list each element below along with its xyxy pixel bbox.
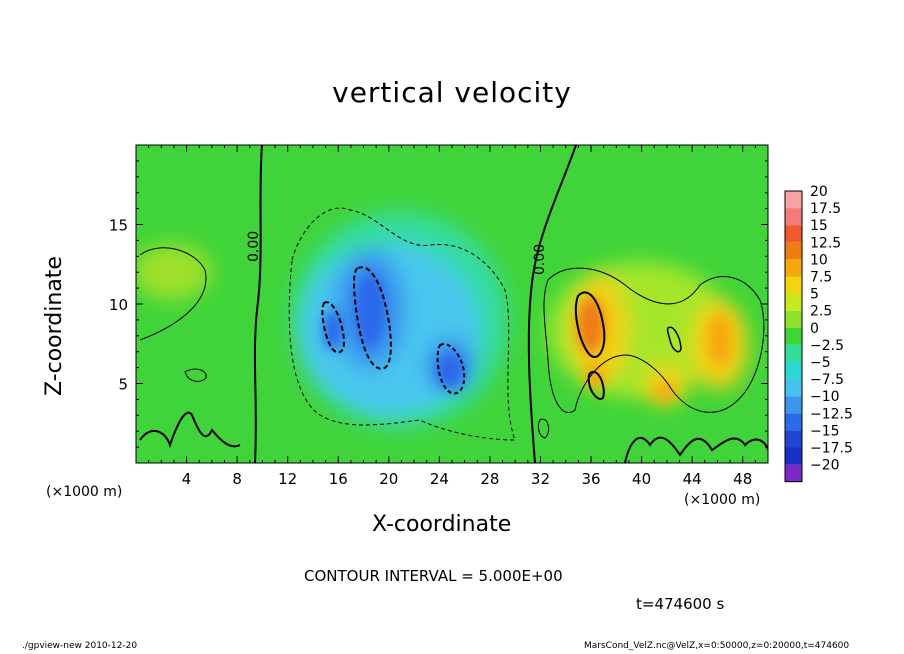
colorbar-swatch — [785, 276, 802, 294]
y-axis: 5 10 15 — [109, 160, 768, 448]
y-axis-label: Z-coordinate — [42, 256, 67, 396]
contour-minus10-a — [353, 266, 392, 370]
colorbar-label: 0 — [810, 321, 819, 337]
colorbar-swatch — [785, 293, 802, 311]
colorbar-label: 5 — [810, 287, 819, 303]
y-tick-label: 10 — [109, 296, 128, 314]
time-label: t=474600 s — [636, 595, 725, 613]
contour-plus5-upper — [543, 267, 765, 413]
colorbar-swatch — [785, 259, 802, 277]
x-tick-label: 40 — [632, 470, 651, 488]
x-tick-label: 16 — [329, 470, 348, 488]
colorbar-label: −10 — [810, 389, 840, 405]
colorbar-label: −12.5 — [810, 406, 853, 422]
contour-small-loop — [184, 368, 207, 382]
x-tick-label: 32 — [531, 470, 550, 488]
x-unit-left: (×1000 m) — [46, 484, 123, 500]
x-axis-label: X-coordinate — [372, 512, 512, 537]
contour-plus10-b — [587, 370, 605, 400]
contour-interval-label: CONTOUR INTERVAL = 5.000E+00 — [304, 567, 563, 585]
colorbar-label: 7.5 — [810, 270, 832, 286]
colorbar-swatch — [785, 242, 802, 260]
contour-surface-right2 — [624, 436, 768, 463]
contour-minus10-b — [321, 301, 346, 354]
x-tick-label: 12 — [278, 470, 297, 488]
colorbar-label: 2.5 — [810, 304, 832, 320]
contour-plus10 — [574, 291, 606, 358]
y-tick-label: 5 — [118, 376, 128, 394]
x-axis: 4 8 12 16 20 24 28 32 36 40 44 48 — [148, 145, 756, 488]
colorbar-swatch — [785, 413, 802, 431]
x-tick-label: 28 — [480, 470, 499, 488]
colorbar-label: −17.5 — [810, 441, 853, 457]
colorbar-swatch — [785, 379, 802, 397]
contour-surface-left — [139, 411, 241, 449]
colorbar-label: −7.5 — [810, 372, 844, 388]
x-tick-label: 4 — [182, 470, 192, 488]
contour-small-right — [666, 326, 682, 353]
colorbar-swatch — [785, 191, 802, 209]
colorbar-swatch — [785, 225, 802, 243]
x-tick-label: 24 — [430, 470, 449, 488]
zero-contour-right — [527, 145, 577, 463]
contour-plus5-left — [139, 247, 207, 341]
contour-minus5 — [288, 207, 516, 441]
x-tick-label: 48 — [733, 470, 752, 488]
colorbar-label: 20 — [810, 184, 828, 200]
colorbar-swatch — [785, 464, 802, 482]
x-unit-right: (×1000 m) — [684, 492, 761, 508]
colorbar-label: 15 — [810, 218, 828, 234]
footer-right: MarsCond_VelZ.nc@VelZ,x=0:50000,z=0:2000… — [584, 641, 850, 651]
x-tick-label: 36 — [581, 470, 600, 488]
colorbar-swatch — [785, 208, 802, 226]
contour-label-right: 0.00 — [532, 244, 548, 275]
colorbar-swatch — [785, 396, 802, 414]
y-tick-label: 15 — [109, 217, 128, 235]
colorbar-label: 17.5 — [810, 201, 841, 217]
contour-surface-right — [537, 418, 550, 439]
colorbar-label: −15 — [810, 423, 840, 439]
colorbar-label: −5 — [810, 355, 831, 371]
colorbar-label: 12.5 — [810, 235, 841, 251]
contour-lines — [139, 145, 768, 463]
x-tick-label: 44 — [683, 470, 702, 488]
x-tick-label: 8 — [232, 470, 242, 488]
x-tick-label: 20 — [379, 470, 398, 488]
colorbar-swatch — [785, 430, 802, 448]
colorbar-label: 10 — [810, 252, 828, 268]
contour-label-left: 0.00 — [246, 231, 262, 262]
colorbar-swatch — [785, 327, 802, 345]
colorbar-label: −20 — [810, 458, 840, 474]
colorbar-swatch — [785, 310, 802, 328]
colorbar-swatch — [785, 447, 802, 465]
chart-title: vertical velocity — [332, 76, 572, 109]
zero-contour-left — [253, 145, 263, 463]
contour-minus10-c — [436, 343, 466, 395]
colorbar-swatch — [785, 344, 802, 362]
footer-left: ./gpview-new 2010-12-20 — [22, 641, 138, 651]
colorbar-swatch — [785, 362, 802, 380]
colorbar-frame — [784, 190, 803, 483]
colorbar-label: −2.5 — [810, 338, 844, 354]
